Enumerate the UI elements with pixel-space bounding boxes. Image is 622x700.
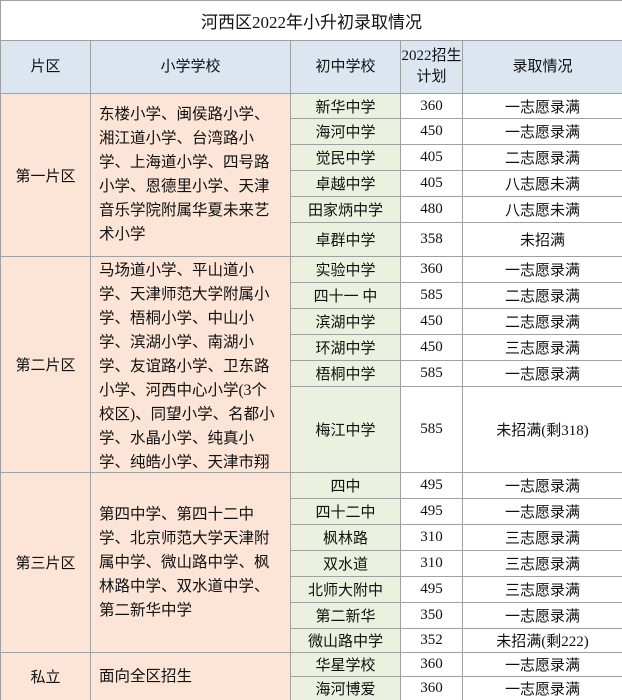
table-row: 私立 面向全区招生 华星学校 360 一志愿录满 bbox=[0, 652, 622, 700]
plan: 350 bbox=[400, 602, 463, 629]
middle-school: 海河博爱 bbox=[290, 676, 401, 700]
header-cell: 片区 bbox=[0, 40, 91, 94]
status: 二志愿录满 bbox=[461, 144, 622, 171]
primary-schools: 马场道小学、平山道小学、天津师范大学附属小学、梧桐小学、中山小学、滨湖小学、南湖… bbox=[99, 261, 275, 471]
plan: 585 bbox=[400, 282, 463, 309]
status: 三志愿录满 bbox=[461, 576, 622, 603]
middle-school: 四中 bbox=[290, 472, 401, 499]
table-row: 卓越中学 405 八志愿未满 bbox=[1, 170, 622, 197]
middle-school: 四十一 中 bbox=[290, 282, 401, 309]
table-row: 环湖中学 450 三志愿录满 bbox=[1, 334, 622, 361]
plan: 360 bbox=[400, 676, 463, 700]
middle-school: 梅江中学 bbox=[290, 386, 401, 473]
status: 一志愿录满 bbox=[461, 652, 622, 677]
status: 三志愿录满 bbox=[461, 524, 622, 551]
header-cell: 2022招生计划 bbox=[400, 40, 463, 94]
middle-school: 环湖中学 bbox=[290, 334, 401, 361]
middle-school: 滨湖中学 bbox=[290, 308, 401, 335]
plan: 480 bbox=[400, 196, 463, 223]
table-row: 第二片区 马场道小学、平山道小学、天津师范大学附属小学、梧桐小学、中山小学、滨湖小… bbox=[0, 256, 622, 473]
table-row: 海河中学 450 一志愿录满 bbox=[1, 118, 622, 145]
middle-school: 海河中学 bbox=[290, 118, 401, 145]
plan: 310 bbox=[400, 524, 463, 551]
middle-school: 实验中学 bbox=[290, 256, 401, 283]
status: 八志愿未满 bbox=[461, 170, 622, 197]
plan: 450 bbox=[400, 334, 463, 361]
plan: 360 bbox=[400, 93, 463, 119]
status: 未招满(剩222) bbox=[461, 628, 622, 653]
plan: 310 bbox=[400, 550, 463, 577]
middle-school: 双水道 bbox=[290, 550, 401, 577]
table-row: 田家炳中学 480 八志愿未满 bbox=[1, 196, 622, 223]
middle-school: 华星学校 bbox=[290, 652, 401, 677]
table-row: 第一片区 东楼小学、闽侯路小学、湘江道小学、台湾路小学、上海道小学、四号路小学、恩… bbox=[0, 93, 622, 257]
primary-cell: 东楼小学、闽侯路小学、湘江道小学、台湾路小学、上海道小学、四号路小学、恩德里小学… bbox=[90, 93, 291, 257]
middle-school: 微山路中学 bbox=[290, 628, 401, 653]
middle-school: 新华中学 bbox=[290, 93, 401, 119]
table-row: 双水道 310 三志愿录满 bbox=[1, 550, 622, 577]
middle-school: 田家炳中学 bbox=[290, 196, 401, 223]
middle-school: 梧桐中学 bbox=[290, 360, 401, 387]
status: 三志愿录满 bbox=[461, 334, 622, 361]
primary-schools: 东楼小学、闽侯路小学、湘江道小学、台湾路小学、上海道小学、四号路小学、恩德里小学… bbox=[99, 106, 270, 243]
plan: 450 bbox=[400, 118, 463, 145]
plan: 360 bbox=[400, 256, 463, 283]
plan: 495 bbox=[400, 472, 463, 499]
status: 未招满(剩318) bbox=[461, 386, 622, 473]
middle-school: 四十二中 bbox=[290, 498, 401, 525]
table-row: 微山路中学 352 未招满(剩222) bbox=[1, 628, 622, 653]
table-row: 觉民中学 405 二志愿录满 bbox=[1, 144, 622, 171]
status: 八志愿未满 bbox=[461, 196, 622, 223]
status: 二志愿录满 bbox=[461, 308, 622, 335]
status: 一志愿录满 bbox=[461, 93, 622, 119]
status: 一志愿录满 bbox=[461, 256, 622, 283]
zone-cell: 第三片区 bbox=[0, 472, 91, 653]
zone-cell: 第二片区 bbox=[0, 256, 91, 473]
zone-cell: 第一片区 bbox=[0, 93, 91, 257]
middle-school: 觉民中学 bbox=[290, 144, 401, 171]
table-row: 滨湖中学 450 二志愿录满 bbox=[1, 308, 622, 335]
status: 一志愿录满 bbox=[461, 498, 622, 525]
primary-cell: 第四中学、第四十二中学、北京师范大学天津附属中学、微山路中学、枫林路中学、双水道… bbox=[90, 472, 291, 653]
middle-school: 卓越中学 bbox=[290, 170, 401, 197]
plan: 585 bbox=[400, 386, 463, 473]
plan: 585 bbox=[400, 360, 463, 387]
plan: 360 bbox=[400, 652, 463, 677]
status: 一志愿录满 bbox=[461, 472, 622, 499]
status: 二志愿录满 bbox=[461, 282, 622, 309]
status: 一志愿录满 bbox=[461, 118, 622, 145]
plan: 495 bbox=[400, 576, 463, 603]
plan: 450 bbox=[400, 308, 463, 335]
middle-school: 北师大附中 bbox=[290, 576, 401, 603]
primary-schools: 第四中学、第四十二中学、北京师范大学天津附属中学、微山路中学、枫林路中学、双水道… bbox=[99, 505, 270, 619]
primary-cell: 面向全区招生 bbox=[90, 652, 291, 700]
primary-cell: 马场道小学、平山道小学、天津师范大学附属小学、梧桐小学、中山小学、滨湖小学、南湖… bbox=[90, 256, 291, 473]
plan: 405 bbox=[400, 144, 463, 171]
table-row: 海河博爱 360 一志愿录满 bbox=[1, 676, 622, 700]
header-cell: 录取情况 bbox=[461, 40, 622, 94]
primary-schools: 面向全区招生 bbox=[99, 667, 193, 685]
status: 三志愿录满 bbox=[461, 550, 622, 577]
header-cell: 初中学校 bbox=[290, 40, 401, 94]
status: 一志愿录满 bbox=[461, 360, 622, 387]
table-row: 四十一 中 585 二志愿录满 bbox=[1, 282, 622, 309]
middle-school: 第二新华 bbox=[290, 602, 401, 629]
middle-school: 枫林路 bbox=[290, 524, 401, 551]
status: 未招满 bbox=[461, 222, 622, 257]
plan: 352 bbox=[400, 628, 463, 653]
table-row: 卓群中学 358 未招满 bbox=[1, 222, 622, 257]
table-row: 第三片区 第四中学、第四十二中学、北京师范大学天津附属中学、微山路中学、枫林路中学… bbox=[0, 472, 622, 653]
table-row: 第二新华 350 一志愿录满 bbox=[1, 602, 622, 629]
plan: 495 bbox=[400, 498, 463, 525]
plan: 358 bbox=[400, 222, 463, 257]
middle-school: 卓群中学 bbox=[290, 222, 401, 257]
table-title: 河西区2022年小升初录取情况 bbox=[0, 0, 622, 41]
zone-cell: 私立 bbox=[0, 652, 91, 700]
header-cell: 小学学校 bbox=[90, 40, 291, 94]
status: 一志愿录满 bbox=[461, 602, 622, 629]
plan: 405 bbox=[400, 170, 463, 197]
status: 一志愿录满 bbox=[461, 676, 622, 700]
